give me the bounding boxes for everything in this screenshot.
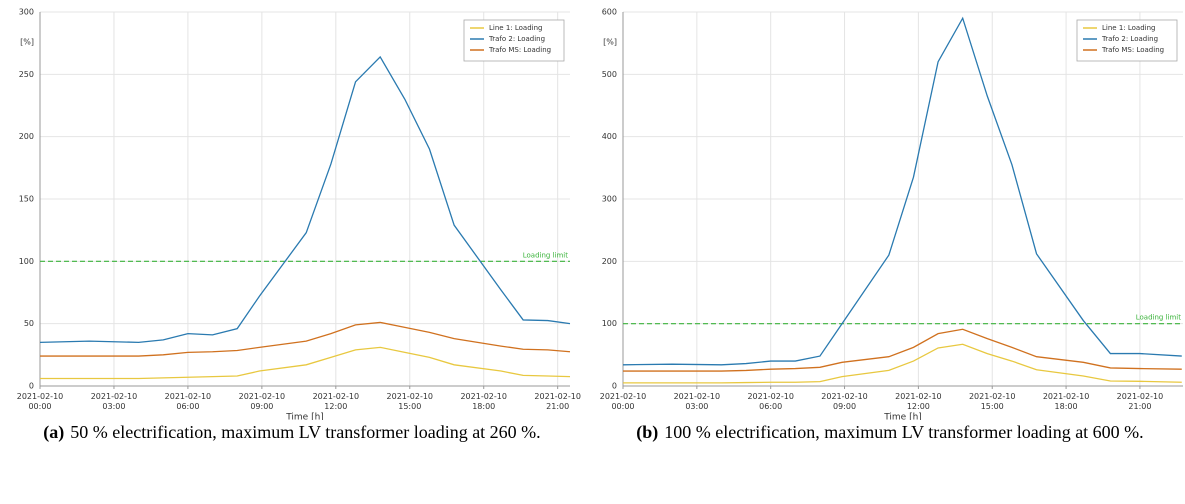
y-tick-label: 0 [612,382,617,391]
x-tick-label: 2021-02-10 18:00 [460,392,507,411]
y-tick-label: 200 [602,257,617,266]
x-axis-label: Time [h] [285,413,324,421]
y-tick-label: 150 [19,195,34,204]
x-tick-label: 2021-02-10 21:00 [534,392,581,411]
threshold-label: Loading limit [1136,314,1181,322]
legend-label: Trafo MS: Loading [1101,46,1164,54]
y-tick-label: 200 [19,132,34,141]
x-tick-label: 2021-02-10 15:00 [969,392,1016,411]
x-tick-label: 2021-02-10 09:00 [821,392,868,411]
caption-label: (a) [43,422,65,442]
y-tick-label: 300 [19,8,34,17]
series-line [623,328,1182,372]
y-tick-label: 50 [24,319,34,328]
y-tick-label: 0 [29,382,34,391]
x-tick-label: 2021-02-10 00:00 [17,392,64,411]
caption-label: (b) [636,422,659,442]
legend-label: Trafo MS: Loading [488,46,551,54]
x-tick-label: 2021-02-10 03:00 [674,392,721,411]
x-tick-label: 2021-02-10 00:00 [600,392,647,411]
caption-text: 100 % electrification, maximum LV transf… [664,422,1144,442]
series-line [622,16,1182,366]
series-line [40,321,571,357]
y-tick-label: 600 [602,8,617,17]
y-tick-label: 250 [19,70,34,79]
legend-label: Trafo 2: Loading [1101,35,1158,43]
caption: (b) 100 % electrification, maximum LV tra… [610,420,1170,445]
x-tick-label: 2021-02-10 12:00 [313,392,360,411]
caption: (a) 50 % electrification, maximum LV tran… [12,420,572,445]
legend-label: Trafo 2: Loading [488,35,545,43]
legend-label: Line 1: Loading [489,24,542,32]
legend-box [1076,19,1178,62]
y-tick-label: 500 [602,70,617,79]
x-tick-label: 2021-02-10 06:00 [747,392,794,411]
figure: 0 50 100 150 200 250 300 2021-02-10 00:00 2021-02… [17,8,1183,423]
x-tick-label: 2021-02-10 12:00 [895,392,942,411]
y-tick-label: 100 [19,257,34,266]
caption-text: 50 % electrification, maximum LV transfo… [70,422,541,442]
x-tick-label: 2021-02-10 09:00 [239,392,286,411]
x-tick-label: 2021-02-10 21:00 [1117,392,1164,411]
x-tick-label: 2021-02-10 15:00 [387,392,434,411]
legend-label: Line 1: Loading [1102,24,1155,32]
y-axis-label: [%] [603,38,617,47]
x-tick-label: 2021-02-10 03:00 [91,392,138,411]
series-line [40,346,571,380]
legend-box [463,19,565,62]
series-line [39,55,571,344]
y-axis-label: [%] [20,38,34,47]
threshold-label: Loading limit [523,251,568,259]
x-tick-label: 2021-02-10 06:00 [165,392,212,411]
x-tick-label: 2021-02-10 18:00 [1043,392,1090,411]
x-axis-label: Time [h] [883,413,922,421]
y-tick-label: 400 [602,132,617,141]
y-tick-label: 100 [602,319,617,328]
series-line [623,343,1182,384]
y-tick-label: 300 [602,195,617,204]
